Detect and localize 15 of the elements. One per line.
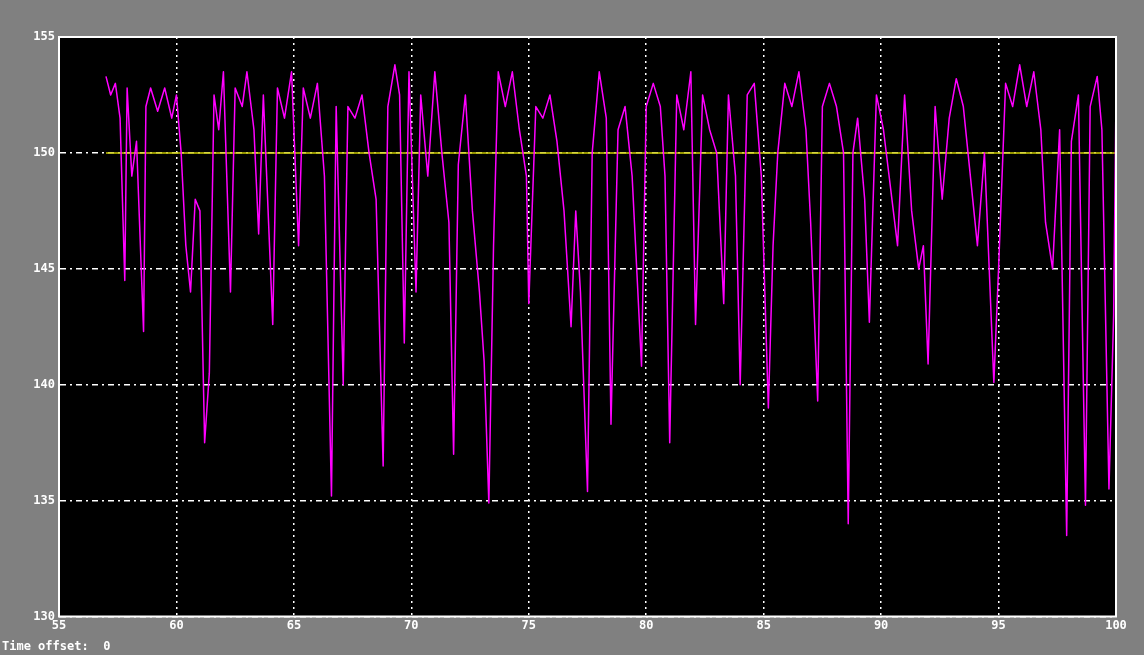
x-tick-label: 100: [1105, 617, 1127, 632]
x-tick-label: 80: [639, 617, 654, 632]
y-tick-label: 150: [33, 145, 55, 160]
x-tick-label: 75: [521, 617, 536, 632]
x-tick-label: 95: [991, 617, 1006, 632]
x-tick-label: 65: [286, 617, 302, 632]
x-tick-label: 90: [873, 617, 889, 632]
y-tick-label: 145: [33, 260, 55, 275]
x-tick-label: 70: [404, 617, 419, 632]
y-tick-label: 140: [33, 376, 55, 391]
x-tick-label: 85: [756, 617, 771, 632]
text: Time offset: 0: [2, 639, 111, 654]
y-tick-label: 135: [33, 492, 55, 507]
x-tick-label: 60: [169, 617, 184, 632]
y-tick-label: 155: [33, 29, 55, 44]
